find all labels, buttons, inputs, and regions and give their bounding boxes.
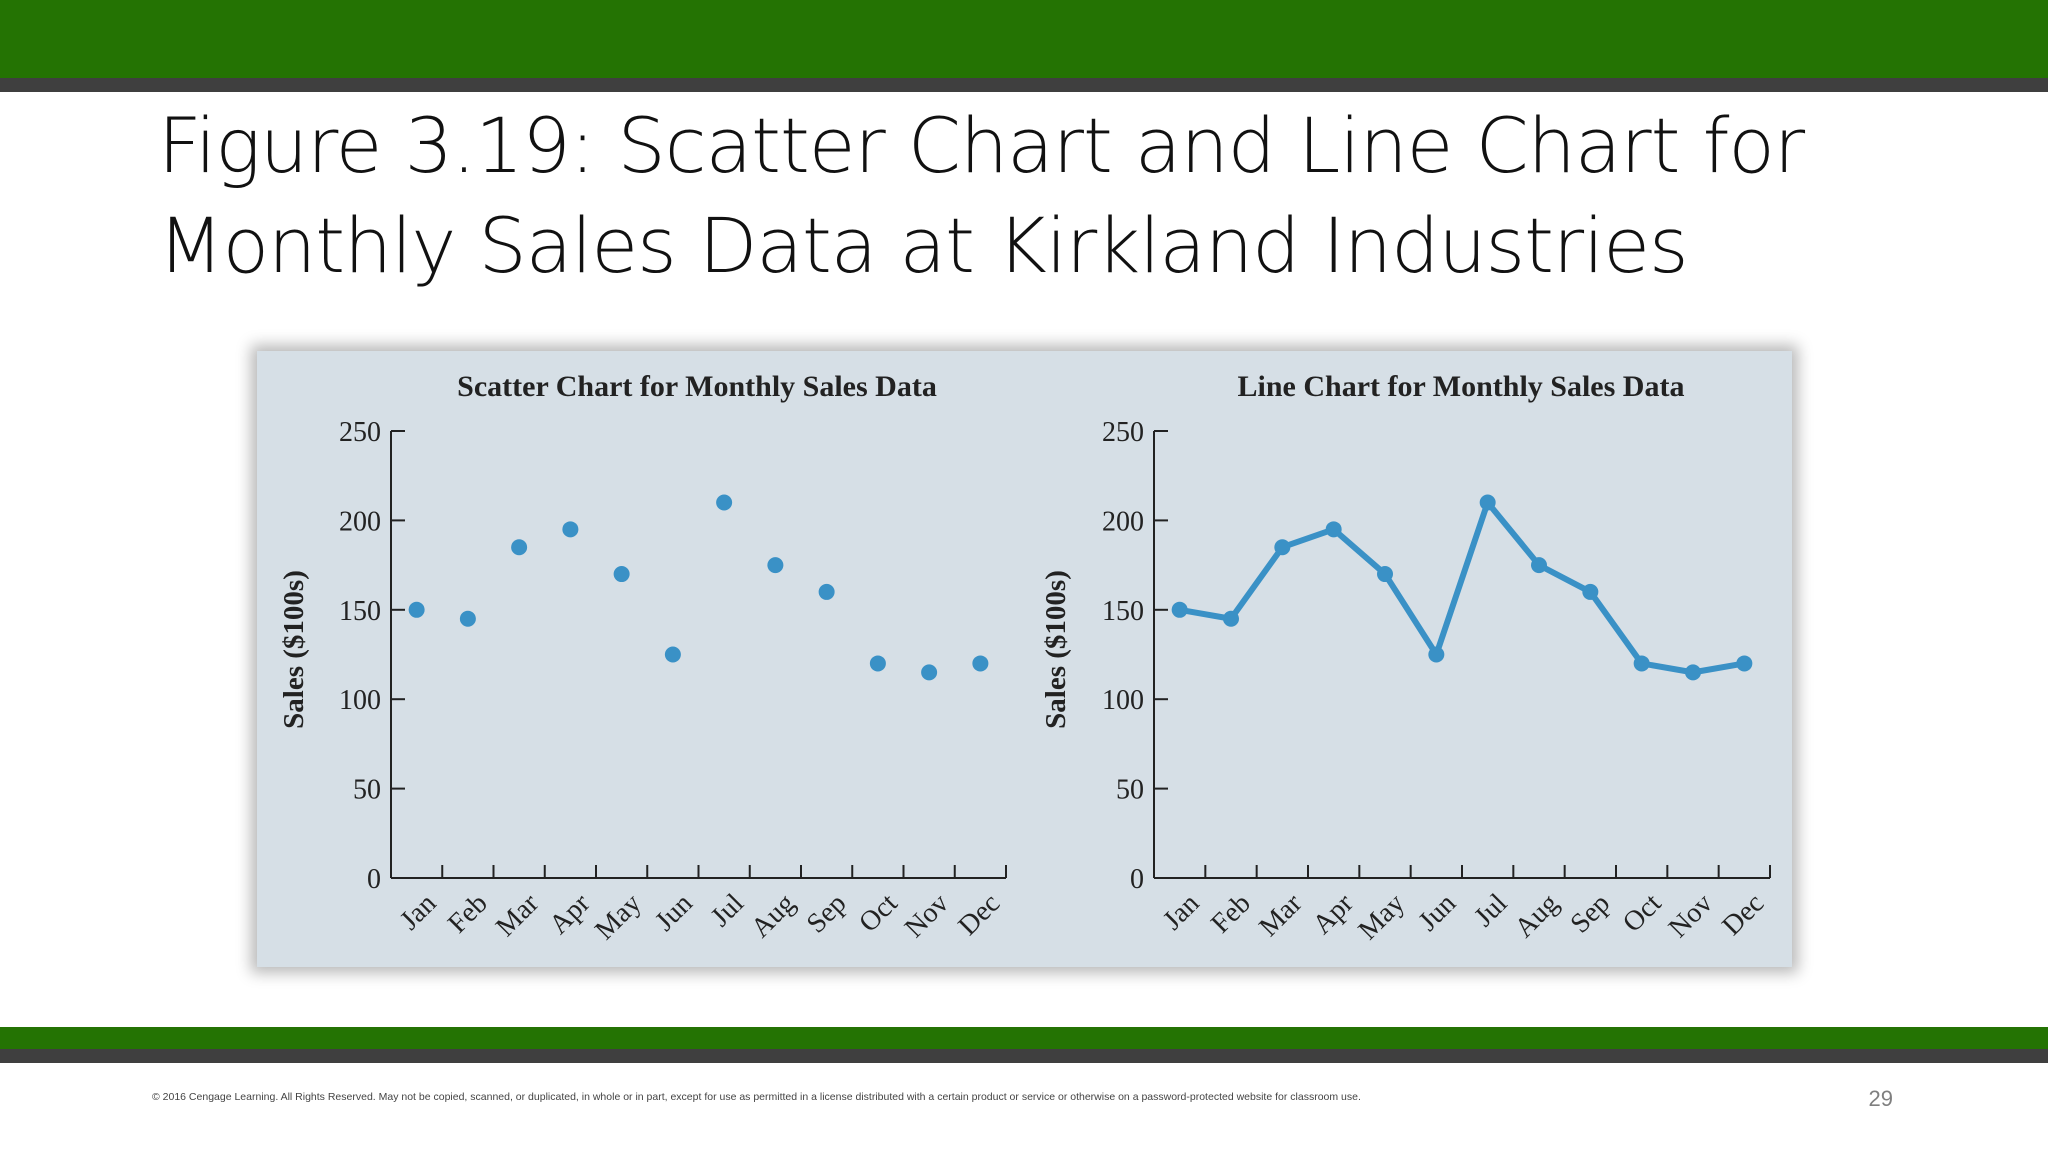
scatter-chart-data-point [511, 539, 528, 556]
line-chart-x-tick-label: Mar [1253, 887, 1308, 942]
line-chart-data-point [1633, 655, 1650, 672]
line-chart-y-tick-label: 150 [1102, 596, 1144, 627]
scatter-chart-x-tick-label: Jul [705, 888, 750, 933]
scatter-chart-data-point [664, 646, 681, 663]
line-chart-data-point [1479, 494, 1496, 511]
scatter-chart: Scatter Chart for Monthly Sales Data Sale… [278, 370, 1007, 946]
line-chart-y-tick-label: 250 [1102, 417, 1144, 448]
scatter-chart-x-tick-label: Nov [899, 888, 955, 944]
charts-canvas: Scatter Chart for Monthly Sales Data Sale… [278, 370, 1771, 946]
line-chart-data-point [1428, 646, 1445, 663]
scatter-chart-title: Scatter Chart for Monthly Sales Data [457, 370, 937, 403]
line-chart-data-point [1685, 664, 1701, 681]
line-chart-data-point [1736, 655, 1753, 672]
line-chart-y-tick-label: 0 [1130, 864, 1144, 895]
scatter-chart-y-tick-label: 100 [339, 685, 381, 716]
line-chart-x-tick-label: Feb [1205, 888, 1257, 940]
scatter-chart-x-tick-label: Jan [394, 888, 442, 936]
scatter-chart-x-tick-label: Dec [952, 888, 1006, 942]
line-chart-x-tick-label: Apr [1307, 887, 1360, 940]
scatter-chart-y-axis-label: Sales ($100s) [278, 570, 310, 729]
scatter-chart-x-tick-label: Apr [543, 887, 596, 940]
scatter-chart-x-tick-label: May [589, 888, 647, 946]
line-chart: Line Chart for Monthly Sales Data Sales (… [1040, 370, 1771, 946]
line-chart-series-line [1176, 499, 1748, 676]
line-chart-y-tick-label: 100 [1102, 685, 1144, 716]
scatter-chart-x-tick-label: Jun [649, 888, 698, 937]
scatter-chart-x-tick-label: Feb [442, 888, 494, 940]
footer-copyright: © 2016 Cengage Learning. All Rights Rese… [152, 1091, 1361, 1103]
line-chart-data-point [1531, 557, 1547, 574]
line-chart-x-tick-label: Jun [1413, 888, 1462, 937]
scatter-chart-data-point [562, 521, 579, 538]
scatter-chart-y-tick-label: 150 [339, 596, 381, 627]
line-chart-x-tick-label: Jul [1468, 888, 1513, 933]
scatter-chart-y-tick-label: 200 [339, 506, 381, 537]
line-chart-data-point [1325, 521, 1342, 538]
slide-title-line-2: Monthly Sales Data at Kirkland Industrie… [158, 201, 1689, 290]
scatter-chart-data-point [921, 664, 938, 681]
line-chart-data-point [1582, 583, 1599, 600]
scatter-chart-data-point [818, 583, 835, 600]
bottom-banner-green [0, 1027, 2048, 1049]
line-chart-x-tick-label: Nov [1663, 888, 1719, 944]
scatter-chart-x-tick-label: Oct [853, 888, 904, 939]
slide-title: Figure 3.19: Scatter Chart and Line Char… [158, 96, 1978, 296]
scatter-chart-y-tick-label: 0 [367, 864, 381, 895]
scatter-chart-data-point [613, 566, 630, 583]
scatter-chart-data-point [408, 601, 425, 618]
scatter-chart-x-tick-label: Aug [745, 888, 801, 944]
line-chart-x-tick-label: Dec [1716, 888, 1770, 942]
line-chart-data-point [1377, 566, 1393, 583]
line-chart-data-point [1274, 539, 1291, 556]
figure-panel: Scatter Chart for Monthly Sales Data Sale… [257, 351, 1792, 967]
scatter-chart-data-point [767, 557, 784, 574]
slide-title-line-1: Figure 3.19: Scatter Chart and Line Char… [158, 101, 1805, 190]
bottom-banner-gray [0, 1049, 2048, 1063]
top-banner-green [0, 0, 2048, 78]
scatter-chart-x-tick-label: Sep [801, 888, 853, 940]
page-number: 29 [1868, 1086, 1893, 1111]
line-chart-x-tick-label: May [1353, 888, 1411, 946]
line-chart-x-tick-label: Oct [1617, 888, 1668, 939]
top-banner-gray [0, 78, 2048, 92]
scatter-chart-data-point [716, 494, 733, 511]
scatter-chart-data-point [972, 655, 989, 672]
line-chart-title: Line Chart for Monthly Sales Data [1238, 370, 1685, 403]
line-chart-x-tick-label: Sep [1565, 888, 1617, 940]
line-chart-y-axis-label: Sales ($100s) [1040, 570, 1072, 729]
line-chart-y-tick-label: 50 [1116, 775, 1144, 806]
line-chart-y-tick-label: 200 [1102, 506, 1144, 537]
scatter-chart-y-tick-label: 50 [353, 775, 381, 806]
line-chart-x-tick-label: Jan [1157, 888, 1205, 936]
line-chart-data-point [1171, 601, 1188, 618]
line-chart-x-tick-label: Aug [1509, 888, 1565, 944]
scatter-chart-data-point [869, 655, 886, 672]
scatter-chart-y-tick-label: 250 [339, 417, 381, 448]
scatter-chart-data-point [459, 610, 476, 627]
scatter-chart-x-tick-label: Mar [490, 887, 545, 942]
line-chart-data-point [1223, 610, 1239, 627]
